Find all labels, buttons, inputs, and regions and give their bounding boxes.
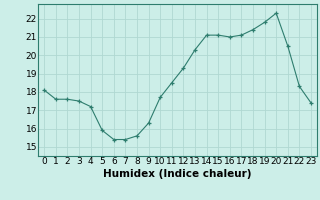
- X-axis label: Humidex (Indice chaleur): Humidex (Indice chaleur): [103, 169, 252, 179]
